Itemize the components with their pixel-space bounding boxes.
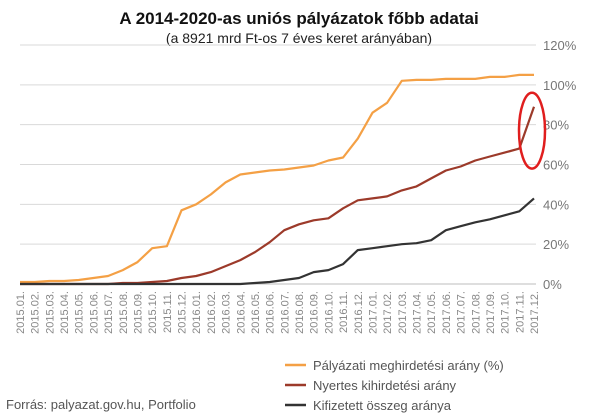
x-tick-label: 2017.01. (367, 291, 379, 334)
x-tick-label: 2015.07. (103, 291, 115, 334)
x-tick-label: 2016.02. (206, 291, 218, 334)
x-tick-label: 2016.12. (353, 291, 365, 334)
x-tick-label: 2015.11. (162, 291, 174, 333)
y-tick-label: 100% (543, 78, 577, 93)
y-tick-label: 40% (543, 197, 569, 212)
series-line-3 (20, 197, 535, 286)
y-tick-label: 80% (543, 118, 569, 133)
x-tick-label: 2016.10. (323, 291, 335, 334)
chart-title: A 2014-2020-as uniós pályázatok főbb ada… (119, 9, 478, 28)
chart-subtitle: (a 8921 mrd Ft-os 7 éves keret arányában… (166, 30, 432, 46)
x-axis-labels: 2015.01. 2015.02. 2015.03. 2015.04. 2015.05.… (15, 291, 541, 334)
series-line-2 (20, 106, 536, 286)
legend-label: Kifizetett összeg aránya (313, 398, 452, 413)
x-tick-label: 2015.04. (59, 291, 71, 334)
x-tick-label: 2016.08. (294, 291, 306, 334)
annotation (517, 91, 547, 170)
x-tick-label: 2016.09. (309, 291, 321, 334)
x-tick-label: 2016.05. (250, 291, 262, 334)
x-tick-label: 2015.02. (30, 291, 42, 334)
series-line-1 (20, 73, 534, 284)
x-tick-label: 2016.04. (235, 291, 247, 334)
legend-label: Nyertes kihirdetési arány (313, 378, 457, 393)
series-lines (20, 73, 536, 286)
x-tick-label: 2015.09. (132, 291, 144, 334)
x-tick-label: 2015.01. (15, 291, 27, 334)
x-tick-label: 2017.12. (529, 291, 541, 334)
x-tick-label: 2016.03. (221, 291, 233, 334)
x-tick-label: 2017.03. (397, 291, 409, 334)
x-tick-label: 2017.11. (514, 291, 526, 333)
x-tick-label: 2017.07. (456, 291, 468, 334)
y-tick-label: 60% (543, 158, 569, 173)
gridlines (20, 44, 536, 285)
x-tick-label: 2015.05. (74, 291, 86, 334)
x-tick-label: 2017.04. (412, 291, 424, 334)
x-tick-label: 2015.03. (44, 291, 56, 334)
x-tick-label: 2016.07. (279, 291, 291, 334)
x-tick-label: 2016.11. (338, 291, 350, 333)
legend-label: Pályázati meghirdetési arány (%) (313, 358, 504, 373)
x-tick-label: 2015.12. (177, 291, 189, 334)
x-tick-label: 2016.06. (265, 291, 277, 334)
x-tick-label: 2017.08. (470, 291, 482, 334)
x-tick-label: 2017.06. (441, 291, 453, 334)
legend: Pályázati meghirdetési arány (%) Nyertes … (285, 358, 504, 413)
x-tick-label: 2016.01. (191, 291, 203, 334)
x-tick-label: 2017.10. (500, 291, 512, 334)
y-axis-labels: 0% 20% 40% 60% 80% 100% 120% (543, 38, 577, 292)
x-tick-label: 2015.06. (88, 291, 100, 334)
y-tick-label: 120% (543, 38, 577, 53)
x-tick-label: 2017.02. (382, 291, 394, 334)
x-tick-label: 2017.09. (485, 291, 497, 334)
x-tick-label: 2015.08. (118, 291, 130, 334)
y-tick-label: 20% (543, 237, 569, 252)
x-tick-label: 2017.05. (426, 291, 438, 334)
x-tick-label: 2015.10. (147, 291, 159, 334)
highlight-ellipse (517, 91, 547, 170)
source-note: Forrás: palyazat.gov.hu, Portfolio (6, 397, 196, 412)
y-tick-label: 0% (543, 277, 562, 292)
